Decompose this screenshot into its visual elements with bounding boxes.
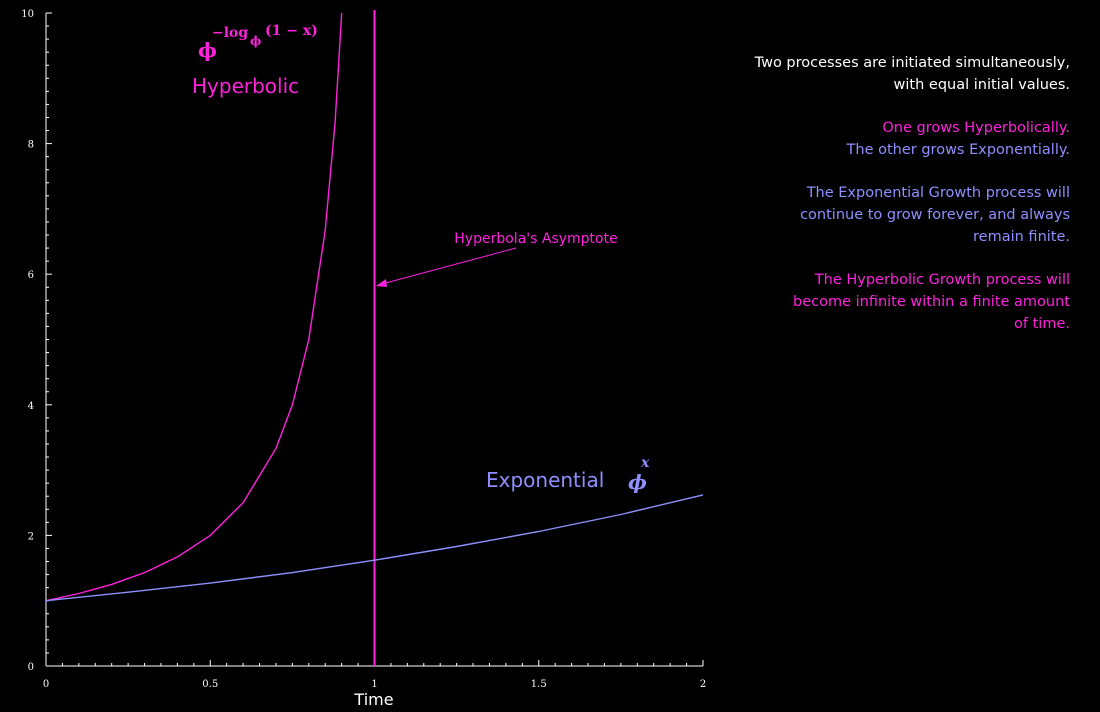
exp-line-1: The Exponential Growth process will — [806, 185, 1070, 201]
x-axis-title: Time — [353, 690, 393, 709]
hyp-line-3: of time. — [1014, 316, 1070, 332]
exponential-formula-exponent: x — [640, 455, 650, 471]
exponential-formula: ϕ x — [628, 455, 650, 494]
y-tick-label: 4 — [28, 401, 34, 412]
intro-paragraph: Two processes are initiated simultaneous… — [710, 52, 1070, 96]
series-layer — [45, 10, 704, 666]
asymptote-label: Hyperbola's Asymptote — [454, 231, 617, 247]
growth-paragraph: One grows Hyperbolically. The other grow… — [710, 117, 1070, 161]
exp-line-2: continue to grow forever, and always — [800, 207, 1070, 223]
y-tick-label: 8 — [28, 140, 34, 151]
exponential-label: Exponential — [486, 468, 604, 492]
hyperbolic-formula-subscript: ϕ — [250, 34, 261, 48]
intro-line-1: Two processes are initiated simultaneous… — [754, 55, 1070, 71]
x-tick-label: 0 — [43, 679, 49, 690]
hyperbolic-paragraph: The Hyperbolic Growth process will becom… — [710, 269, 1070, 335]
exp-line-3: remain finite. — [973, 229, 1070, 245]
growth-exponential-line: The other grows Exponentially. — [846, 142, 1070, 158]
x-tick-label: 0.5 — [202, 679, 218, 690]
explanation-panel: Two processes are initiated simultaneous… — [710, 52, 1070, 356]
hyp-line-1: The Hyperbolic Growth process will — [814, 272, 1070, 288]
hyperbolic-formula-exponent: −log — [212, 25, 248, 41]
exponential-formula-base: ϕ — [628, 470, 647, 494]
y-tick-label: 2 — [28, 531, 34, 542]
series-line-exponential — [45, 494, 704, 602]
growth-hyperbolic-line: One grows Hyperbolically. — [882, 120, 1070, 136]
hyperbolic-label: Hyperbolic — [192, 74, 299, 98]
exponential-paragraph: The Exponential Growth process will cont… — [710, 182, 1070, 248]
intro-line-2: with equal initial values. — [893, 77, 1070, 93]
series-line-hyperbolic — [45, 12, 343, 602]
y-tick-label: 6 — [28, 270, 34, 281]
x-tick-label: 1.5 — [531, 679, 547, 690]
axis-ticks: 0 0.5 1 1.5 2 0 2 4 6 8 10 — [21, 9, 706, 690]
y-tick-label: 10 — [21, 9, 34, 20]
hyperbolic-formula-base: ϕ — [198, 38, 217, 62]
x-tick-label: 1 — [371, 679, 377, 690]
asymptote-arrow — [376, 247, 517, 287]
x-tick-label: 2 — [700, 679, 706, 690]
hyperbolic-formula-argument: (1 − x) — [265, 23, 318, 39]
y-tick-label: 0 — [28, 662, 34, 673]
hyp-line-2: become infinite within a finite amount — [792, 294, 1070, 310]
hyperbolic-formula: ϕ −log ϕ (1 − x) — [198, 23, 318, 62]
